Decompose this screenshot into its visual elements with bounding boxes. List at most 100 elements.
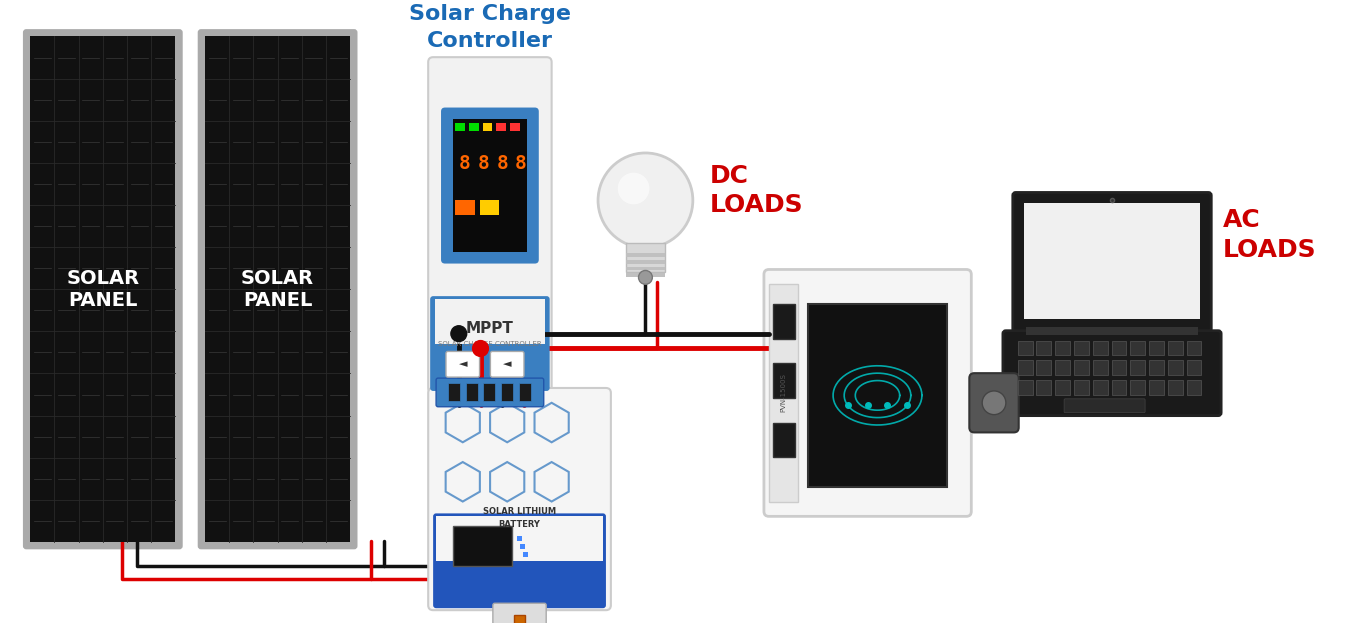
FancyBboxPatch shape xyxy=(446,351,480,377)
Bar xyxy=(483,123,492,131)
Circle shape xyxy=(598,153,692,248)
Circle shape xyxy=(617,173,649,204)
Bar xyxy=(808,304,947,487)
Bar xyxy=(524,552,528,557)
Bar xyxy=(1186,380,1201,395)
FancyBboxPatch shape xyxy=(1064,399,1145,412)
Text: ◄: ◄ xyxy=(503,359,511,369)
Circle shape xyxy=(452,326,466,341)
FancyBboxPatch shape xyxy=(428,57,552,393)
Text: Solar Charge
Controller: Solar Charge Controller xyxy=(409,4,571,50)
Bar xyxy=(484,383,495,401)
Bar xyxy=(1055,380,1070,395)
Bar xyxy=(1168,380,1183,395)
Bar xyxy=(1074,360,1089,375)
FancyBboxPatch shape xyxy=(1002,331,1221,416)
Bar xyxy=(1036,341,1051,355)
FancyBboxPatch shape xyxy=(432,513,607,608)
FancyBboxPatch shape xyxy=(437,378,544,407)
Bar xyxy=(205,36,350,542)
Text: 8: 8 xyxy=(458,155,471,173)
Bar xyxy=(1168,360,1183,375)
Bar xyxy=(1130,380,1145,395)
Bar xyxy=(453,120,526,252)
Bar xyxy=(1074,341,1089,355)
Bar xyxy=(1186,360,1201,375)
Bar xyxy=(1025,326,1198,335)
Bar xyxy=(1093,380,1107,395)
Bar xyxy=(437,516,602,561)
Bar xyxy=(1036,380,1051,395)
Bar xyxy=(1036,360,1051,375)
Text: DC
LOADS: DC LOADS xyxy=(710,164,804,217)
Bar xyxy=(480,201,499,215)
Bar xyxy=(1168,341,1183,355)
Text: 8: 8 xyxy=(477,155,490,173)
Text: 8: 8 xyxy=(515,155,526,173)
Bar xyxy=(517,536,522,541)
Bar xyxy=(768,284,798,502)
Bar xyxy=(626,260,665,264)
Bar xyxy=(30,36,175,542)
Text: SOLAR
PANEL: SOLAR PANEL xyxy=(241,269,314,310)
Circle shape xyxy=(473,341,488,356)
Bar xyxy=(1017,380,1032,395)
FancyBboxPatch shape xyxy=(199,31,356,548)
Bar xyxy=(1024,203,1201,319)
Bar xyxy=(1130,341,1145,355)
Bar xyxy=(454,123,465,131)
Bar xyxy=(514,615,525,623)
Bar xyxy=(1055,360,1070,375)
Bar xyxy=(1111,360,1126,375)
FancyBboxPatch shape xyxy=(970,373,1019,432)
Bar xyxy=(454,201,475,215)
Bar xyxy=(1111,380,1126,395)
Bar xyxy=(496,123,506,131)
Bar xyxy=(1130,360,1145,375)
FancyBboxPatch shape xyxy=(24,31,181,548)
Bar xyxy=(1055,341,1070,355)
Bar xyxy=(772,304,794,339)
Bar xyxy=(465,383,477,401)
Bar xyxy=(1149,341,1164,355)
FancyBboxPatch shape xyxy=(1013,193,1212,331)
Bar xyxy=(1074,380,1089,395)
Circle shape xyxy=(982,391,1006,415)
Bar xyxy=(1093,341,1107,355)
Text: MPPT: MPPT xyxy=(466,321,514,336)
Text: 8: 8 xyxy=(496,155,509,173)
Circle shape xyxy=(639,270,653,284)
Text: SOLAR LITHIUM: SOLAR LITHIUM xyxy=(483,507,556,516)
FancyBboxPatch shape xyxy=(428,388,611,610)
FancyBboxPatch shape xyxy=(491,351,524,377)
Bar xyxy=(510,123,520,131)
Bar xyxy=(626,243,665,272)
Bar xyxy=(1093,360,1107,375)
Bar xyxy=(1149,380,1164,395)
Bar xyxy=(772,422,794,457)
FancyBboxPatch shape xyxy=(492,603,547,623)
FancyBboxPatch shape xyxy=(430,296,549,391)
Bar xyxy=(435,299,545,343)
Bar xyxy=(626,267,665,270)
Bar xyxy=(1111,341,1126,355)
FancyBboxPatch shape xyxy=(441,108,539,264)
Text: PVN-1500S: PVN-1500S xyxy=(781,373,786,412)
Text: SOLAR CHARGE CONTROLLER: SOLAR CHARGE CONTROLLER xyxy=(438,341,541,346)
Bar xyxy=(772,363,794,398)
Bar xyxy=(1017,341,1032,355)
Text: BATTERY: BATTERY xyxy=(499,520,540,529)
Bar xyxy=(520,383,530,401)
Bar xyxy=(1017,360,1032,375)
Bar xyxy=(520,544,525,549)
Bar xyxy=(1186,341,1201,355)
Bar xyxy=(469,123,479,131)
Text: SOLAR
PANEL: SOLAR PANEL xyxy=(67,269,139,310)
Text: AC
LOADS: AC LOADS xyxy=(1223,208,1316,262)
Text: ◄: ◄ xyxy=(458,359,466,369)
Bar xyxy=(626,273,665,277)
Bar xyxy=(1149,360,1164,375)
Bar xyxy=(502,383,513,401)
FancyBboxPatch shape xyxy=(764,270,971,516)
Bar xyxy=(626,253,665,257)
